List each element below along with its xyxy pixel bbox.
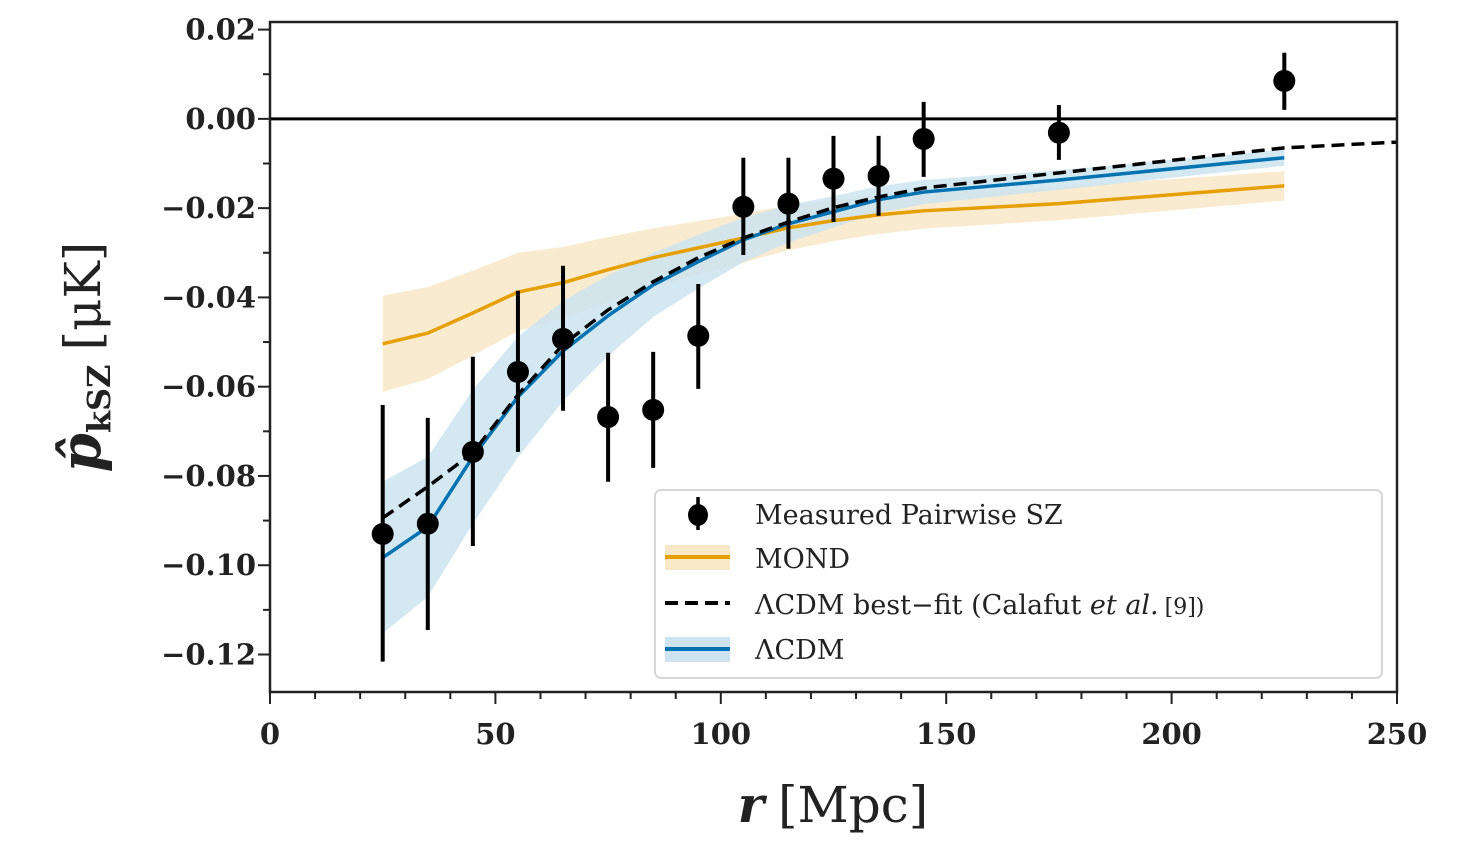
legend-label-mond: MOND [755,544,850,575]
mond-line [382,184,1285,346]
legend-label-measured: Measured Pairwise SZ [755,500,1063,531]
data-point [642,398,665,421]
data-point [506,360,529,383]
data-point [1273,69,1296,92]
legend-frame [654,489,1383,679]
data-point [416,512,439,535]
y-tick-label: −0.06 [161,370,256,404]
x-axis-label-var: r [738,775,768,834]
y-tick-label: −0.10 [161,548,256,582]
legend-label-bestfit-ref: [9]) [1165,595,1205,620]
bestfit-line [381,140,1398,520]
y-tick-label: −0.02 [161,191,256,225]
x-tick-label: 200 [1141,717,1202,751]
y-axis-label-main: p̂ [48,433,114,472]
y-axis-label-sub: kSZ [80,365,118,434]
data-point [371,522,394,545]
legend-label-bestfit: ΛCDM best−fit (Calafut et al. [9]) [754,590,1204,621]
data-point [687,324,710,347]
y-axis-label: p̂kSZ [μK] [48,242,118,473]
axes: 0 50 100 150 200 250 0.02 0.00 −0.02 −0.04 −0.06 −0… [161,13,1427,751]
y-tick-label: 0.00 [185,102,256,136]
data-point [912,127,935,150]
legend-label-bestfit-main: ΛCDM best−fit (Calafut [754,590,1090,621]
x-tick-label: 250 [1367,717,1428,751]
x-tick-label: 150 [916,717,977,751]
data-point [1047,121,1070,144]
x-tick-label: 100 [691,717,752,751]
y-tick-label: −0.08 [161,459,256,493]
x-tick-label: 50 [475,717,515,751]
data-point [732,195,755,218]
y-tick-label: −0.04 [161,280,256,314]
y-axis-label-unit: [μK] [54,242,112,351]
legend-label-bestfit-italic: et al. [1090,590,1159,621]
data-point [822,167,845,190]
data-point [552,327,575,350]
legend: Measured Pairwise SZ MOND ΛCDM best−fit … [654,489,1383,679]
x-axis-label-unit: [Mpc] [778,776,928,834]
plot-frame [268,20,1399,694]
legend-label-lcdm: ΛCDM [754,635,844,666]
lines [270,117,1398,560]
legend-marker-point [688,504,708,526]
lcdm-line [381,155,1285,560]
data-point [867,164,890,187]
points [371,52,1296,662]
data-point [597,406,620,429]
x-tick-label: 0 [260,717,280,751]
y-tick-label: −0.12 [161,638,256,672]
data-point [461,440,484,463]
y-tick-label: 0.02 [185,13,256,47]
data-point [777,192,800,215]
x-axis-label: r [Mpc] [738,775,929,834]
